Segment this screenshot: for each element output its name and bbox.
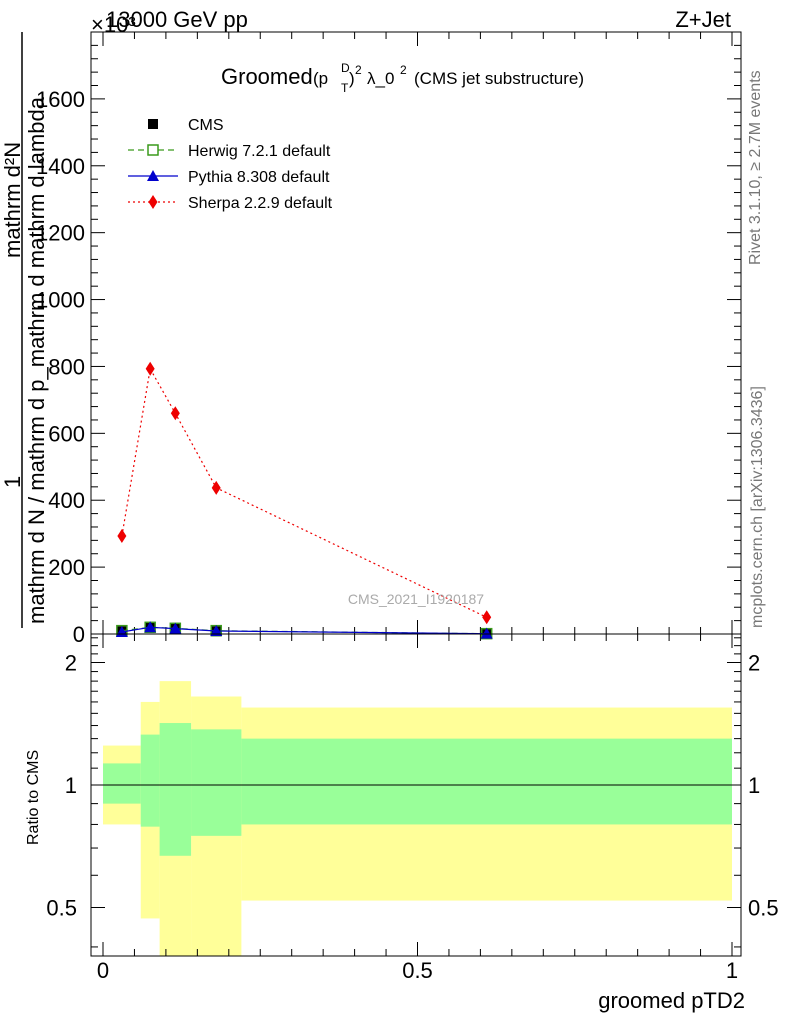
- svg-text:Groomed: Groomed: [221, 64, 313, 89]
- svg-text:2: 2: [400, 63, 407, 77]
- x-tick-label: 0.5: [402, 958, 433, 983]
- mcplots-note: mcplots.cern.ch [arXiv:1306.3436]: [749, 386, 766, 628]
- main-title: Groomed (p D T ) 2 λ_0 2 (CMS jet substr…: [221, 61, 584, 95]
- y-tick-label: 800: [48, 354, 85, 379]
- data-point-pythia: [169, 622, 182, 634]
- data-point-pythia: [210, 624, 223, 636]
- main-y-label: mathrm d²N 1 mathrm d N / mathrm d p_mat…: [0, 32, 49, 628]
- main-y-ticks: 0 200 400 600 800 1000 1200 1400 1600: [36, 32, 741, 647]
- data-point-sherpa: [145, 361, 155, 376]
- band-green: [140, 734, 160, 827]
- svg-text:λ_0: λ_0: [367, 69, 394, 88]
- ratio-y-label: Ratio to CMS: [25, 750, 42, 845]
- svg-text:(CMS jet substructure): (CMS jet substructure): [414, 69, 584, 88]
- y-label-top: mathrm d²N: [0, 142, 25, 258]
- band-green: [241, 738, 732, 825]
- band-green: [159, 723, 192, 856]
- ratio-frame: [90, 633, 742, 957]
- legend-marker: [147, 144, 159, 156]
- y-tick-label: 0: [73, 622, 85, 647]
- svg-text:2: 2: [355, 63, 362, 77]
- legend-label: Herwig 7.2.1 default: [188, 143, 331, 160]
- y-label-numerator: 1: [0, 476, 25, 488]
- ratio-bands: [103, 681, 732, 956]
- legend-label: CMS: [188, 117, 224, 134]
- svg-text:(p: (p: [313, 69, 328, 88]
- exponent-label: ×10³: [91, 12, 136, 37]
- y-tick-label: 600: [48, 421, 85, 446]
- x-tick-label: 1: [726, 958, 738, 983]
- watermark: CMS_2021_I1920187: [348, 591, 484, 607]
- ratio-x-ticks: 0 0.5 1: [97, 634, 738, 983]
- band-green: [103, 763, 141, 804]
- legend-marker: [147, 170, 159, 181]
- y-tick-label: 200: [48, 555, 85, 580]
- data-point-pythia: [480, 627, 493, 639]
- y-label-denominator: mathrm d N / mathrm d p_mathrm d mathrm …: [24, 96, 49, 624]
- ratio-y-ticks: 0.5 0.5 1 1 2 2: [46, 637, 779, 948]
- y-tick-label: 400: [48, 488, 85, 513]
- ratio-panel: 0.5 0.51 12 2 0 0.5 1 Ratio to CMS groomed pT…: [25, 633, 779, 1013]
- x-tick-label: 0: [97, 958, 109, 983]
- svg-text:D: D: [341, 61, 350, 75]
- band-green: [191, 729, 242, 836]
- ratio-y-tick-label: 2: [65, 651, 77, 676]
- rivet-note: Rivet 3.1.10, ≥ 2.7M events: [747, 70, 764, 265]
- svg-text:): ): [349, 69, 355, 88]
- legend-label: Sherpa 2.2.9 default: [188, 195, 333, 212]
- legend: CMS Herwig 7.2.1 default Pythia 8.308 defa…: [128, 117, 333, 212]
- ratio-y-tick-label-right: 1: [748, 773, 760, 798]
- data-point-sherpa: [170, 406, 180, 421]
- data-point-sherpa: [211, 480, 221, 495]
- legend-marker: [148, 119, 158, 129]
- data-point-sherpa: [482, 610, 492, 625]
- energy-label: 13000 GeV pp: [106, 7, 248, 32]
- ratio-y-tick-label: 1: [65, 773, 77, 798]
- legend-label: Pythia 8.308 default: [188, 169, 330, 186]
- series-line: [121, 367, 487, 618]
- y-tick-label: 1600: [36, 87, 85, 112]
- svg-text:T: T: [341, 81, 349, 95]
- main-panel: 0 200 400 600 800 1000 1200 1400 1600 CMS_2021_I…: [36, 31, 742, 647]
- data-point-pythia: [144, 621, 157, 633]
- ratio-y-tick-label: 0.5: [46, 895, 77, 920]
- ratio-y-tick-label-right: 0.5: [748, 895, 779, 920]
- data-point-sherpa: [117, 529, 127, 544]
- process-label: Z+Jet: [675, 7, 731, 32]
- ratio-y-tick-label-right: 2: [748, 651, 760, 676]
- x-axis-label: groomed pTD2: [598, 988, 745, 1013]
- y-tick-label: 1200: [36, 221, 85, 246]
- y-tick-label: 1000: [36, 288, 85, 313]
- main-series: [115, 361, 493, 640]
- y-tick-label: 1400: [36, 154, 85, 179]
- legend-marker: [148, 195, 158, 209]
